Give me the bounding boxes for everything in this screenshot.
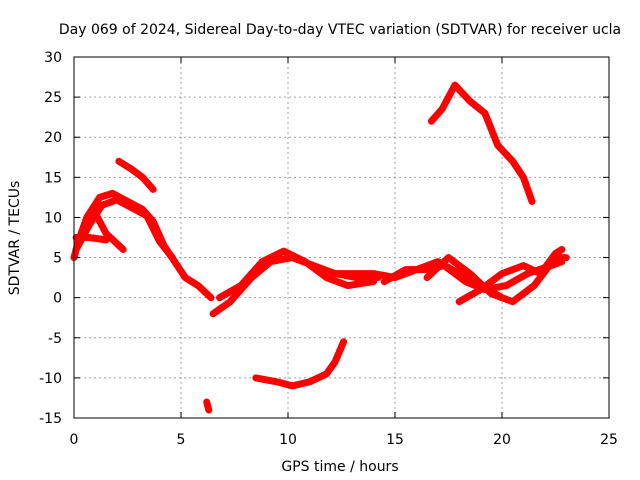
y-tick-label: -5: [48, 331, 62, 347]
y-tick-label: 5: [53, 251, 62, 267]
series-arc-8: [216, 247, 378, 302]
y-axis-label: SDTVAR / TECUs: [7, 181, 23, 296]
series-arc-5: [115, 157, 157, 193]
x-tick-label: 10: [279, 432, 297, 448]
x-axis-label: GPS time / hours: [281, 459, 398, 475]
y-tick-label: 20: [44, 130, 62, 146]
x-tick-label: 5: [177, 432, 186, 448]
x-tick-label: 15: [386, 432, 404, 448]
y-tick-label: 0: [53, 291, 62, 307]
x-tick-label: 20: [493, 432, 511, 448]
x-tick-label: 0: [70, 432, 79, 448]
series-arc-3: [72, 234, 110, 244]
series-arc-14: [427, 81, 536, 205]
y-tick-label: -10: [39, 371, 62, 387]
series-arc-13: [455, 246, 566, 306]
plot-frame: [73, 56, 610, 419]
series-arc-6: [203, 398, 213, 414]
y-tick-label: 30: [44, 50, 62, 66]
series-arc-9: [252, 338, 348, 390]
chart-title: Day 069 of 2024, Sidereal Day-to-day VTE…: [59, 22, 621, 38]
x-tick-label: 25: [600, 432, 618, 448]
y-tick-label: 25: [44, 90, 62, 106]
y-tick-label: 10: [44, 210, 62, 226]
series-arc-4: [81, 209, 127, 253]
series-layer: [70, 81, 570, 414]
series-arc-1: [70, 189, 215, 302]
tick-layer: 0 5 10 15 20 25 -15 -10 -5 0 5 10 15 20 25 30: [39, 50, 618, 448]
y-tick-label: -15: [39, 411, 62, 427]
y-tick-label: 15: [44, 170, 62, 186]
